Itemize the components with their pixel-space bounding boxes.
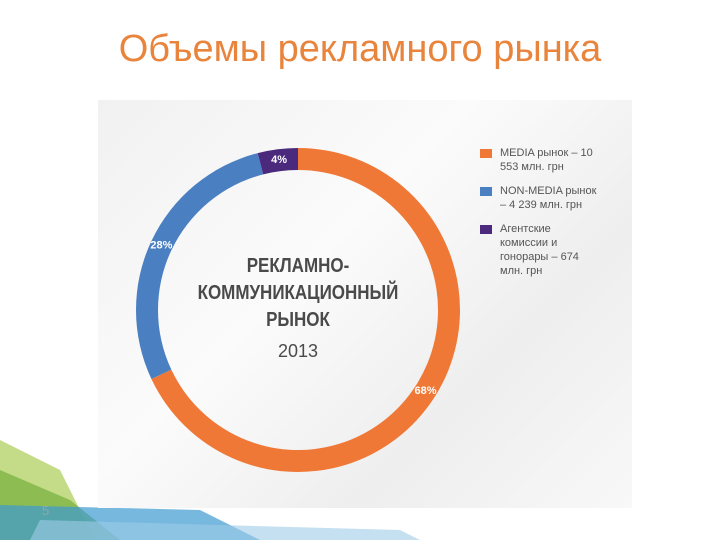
data-label: 68% [414, 385, 436, 397]
legend-item: NON-MEDIA рынок – 4 239 млн. грн [480, 184, 600, 212]
data-label: 4% [271, 154, 287, 166]
donut-segment [136, 153, 264, 379]
slide-title: Объемы рекламного рынка [118, 28, 602, 70]
center-label: РЫНОК [266, 308, 330, 331]
page-number: 5 [42, 503, 50, 518]
legend-label: MEDIA рынок – 10 553 млн. грн [500, 147, 593, 173]
legend-item: MEDIA рынок – 10 553 млн. грн [480, 146, 600, 174]
data-label: 28% [150, 240, 172, 252]
center-label: РЕКЛАМНО- [247, 254, 350, 277]
legend-label: Агентские комиссии и гонорары – 674 млн.… [500, 223, 579, 277]
legend-item: Агентские комиссии и гонорары – 674 млн.… [480, 222, 600, 278]
legend-swatch [480, 149, 492, 158]
legend-label: NON-MEDIA рынок – 4 239 млн. грн [500, 185, 597, 211]
legend-swatch [480, 225, 492, 234]
donut-segment [257, 148, 298, 175]
legend-swatch [480, 187, 492, 196]
center-label: КОММУНИКАЦИОННЫЙ [198, 281, 399, 304]
center-sublabel: 2013 [278, 341, 318, 361]
